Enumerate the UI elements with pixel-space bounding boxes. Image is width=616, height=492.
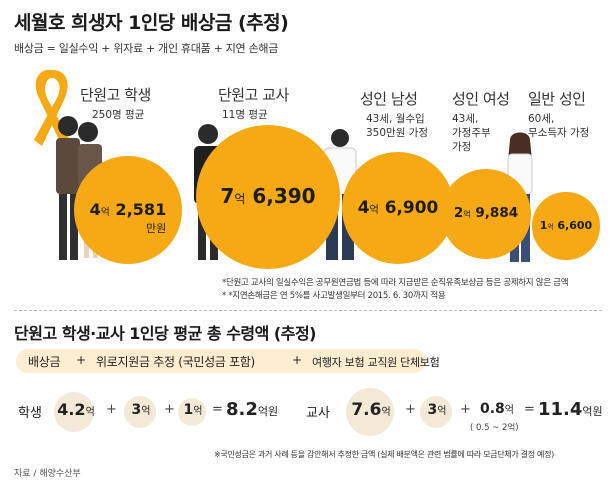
student-consolation-value: 3억 — [131, 402, 151, 418]
student-plus-1: + — [106, 402, 117, 417]
category-note-2: 43세, 월수입 350만원 가정 — [366, 113, 429, 139]
bubble-3 — [440, 168, 532, 260]
teacher-insurance-value: 0.8억 — [479, 401, 514, 417]
bubble-0 — [74, 156, 182, 264]
source-credit: 자료 / 해양수산부 — [14, 469, 81, 479]
value-label-4: 1억 6,600 — [539, 218, 593, 232]
category-note-3: 43세, 가정주부 가정 — [452, 113, 491, 153]
student-plus-2: + — [164, 402, 175, 417]
student-equals: = — [212, 402, 223, 417]
category-label-3: 성인 여성 — [452, 90, 510, 108]
pill-insurance: 여행자 보험 교직원 단체보험 — [312, 356, 440, 369]
student-consolation-bubble — [124, 396, 156, 428]
section-divider — [14, 310, 602, 311]
bubble-2 — [341, 151, 455, 265]
components-pill: 배상금 + 위로지원금 추정 (국민성금 포함) + 여행자 보험 교직원 단체… — [16, 349, 440, 373]
value-label-0: 4억 2,581 — [89, 199, 167, 219]
teacher-comp-value: 7.6억 — [351, 400, 391, 420]
category-label-1: 단원고 교사 — [218, 86, 289, 104]
student-insurance-bubble — [178, 398, 206, 426]
teacher-row-label: 교사 — [306, 406, 330, 421]
teacher-equals: = — [524, 402, 535, 417]
teacher-plus-2: + — [460, 402, 471, 417]
teacher-consolation-value: 3억 — [427, 402, 447, 418]
pill-consolation: 위로지원금 추정 (국민성금 포함) — [96, 355, 255, 369]
teacher-total: 11.4억원 — [538, 399, 603, 420]
value-unit-0: 만원 — [146, 222, 167, 235]
category-note-0: 250명 평균 — [92, 109, 145, 121]
note-teacher-income: *단원고 교사의 일실수익은 공무원연금법 등에 따라 지급받은 순직유족보상금… — [222, 278, 569, 288]
teacher-consolation-bubble — [420, 396, 452, 428]
note-donation: ※국민성금은 과거 사례 등을 감안해서 추정한 금액 (실제 배분액은 관련 … — [214, 450, 554, 459]
student-total: 8.2억원 — [226, 399, 279, 420]
category-label-2: 성인 남성 — [360, 90, 418, 108]
pill-plus-2: + — [292, 353, 302, 367]
category-label-4: 일반 성인 — [528, 90, 586, 108]
category-note-1: 11명 평균 — [222, 109, 268, 121]
teacher-insurance-range: ( 0.5 ~ 2억) — [470, 423, 519, 433]
student-row-label: 학생 — [18, 406, 42, 421]
student-insurance-value: 1억 — [183, 402, 203, 418]
category-label-0: 단원고 학생 — [80, 86, 151, 104]
value-label-3: 2억 9,884 — [453, 205, 519, 222]
bubble-1 — [196, 125, 340, 269]
section2-title: 단원고 학생·교사 1인당 평균 총 수령액 (추정) — [14, 324, 317, 343]
page-title: 세월호 희생자 1인당 배상금 (추정) — [14, 12, 289, 34]
note-delay-interest: * *지연손해금은 연 5%를 사고발생일부터 2015. 6. 30까지 적용 — [222, 291, 446, 301]
teacher-plus-1: + — [405, 402, 416, 417]
student-comp-bubble — [54, 392, 94, 432]
pill-compensation: 배상금 — [28, 355, 61, 369]
student-comp-value: 4.2억 — [57, 400, 95, 419]
bubble-4 — [532, 192, 600, 260]
pill-plus-1: + — [76, 353, 86, 367]
page-subtitle: 배상금 = 일실수익 + 위자료 + 개인 휴대품 + 지연 손해금 — [14, 42, 279, 55]
value-label-1: 7억 6,390 — [220, 184, 316, 208]
teacher-comp-bubble — [346, 388, 394, 436]
category-note-4: 60세, 무소득자 가정 — [528, 113, 590, 139]
value-label-2: 4억 6,900 — [357, 196, 439, 217]
